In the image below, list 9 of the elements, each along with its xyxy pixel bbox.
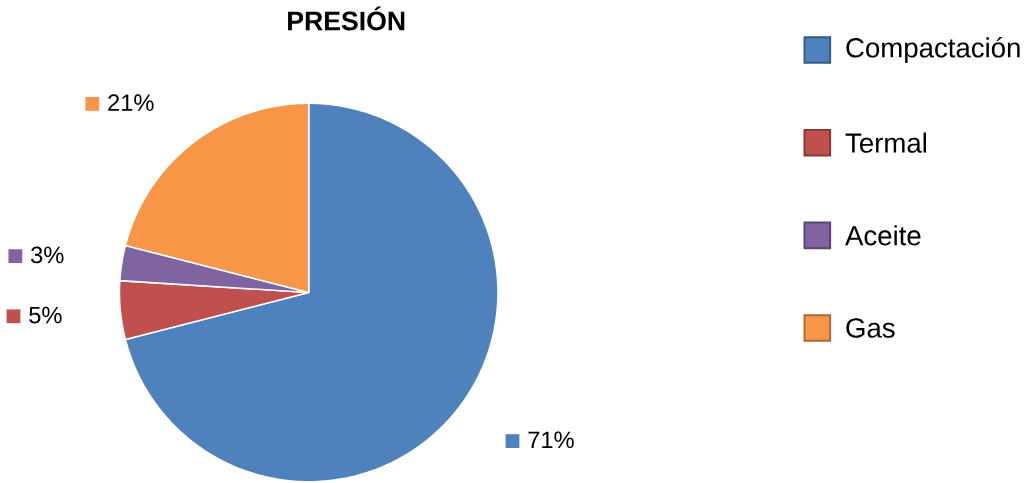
chart-title: PRESIÓN xyxy=(288,6,405,31)
legend-label: Termal xyxy=(845,132,926,154)
legend-label: Aceite xyxy=(845,225,921,246)
legend-label: Compactación xyxy=(846,37,1020,64)
data-label: 5% xyxy=(29,307,62,324)
legend-label: Gas xyxy=(846,318,895,338)
data-label: 71% xyxy=(528,431,574,449)
data-label: 3% xyxy=(31,246,64,264)
data-label: 21% xyxy=(108,94,154,112)
